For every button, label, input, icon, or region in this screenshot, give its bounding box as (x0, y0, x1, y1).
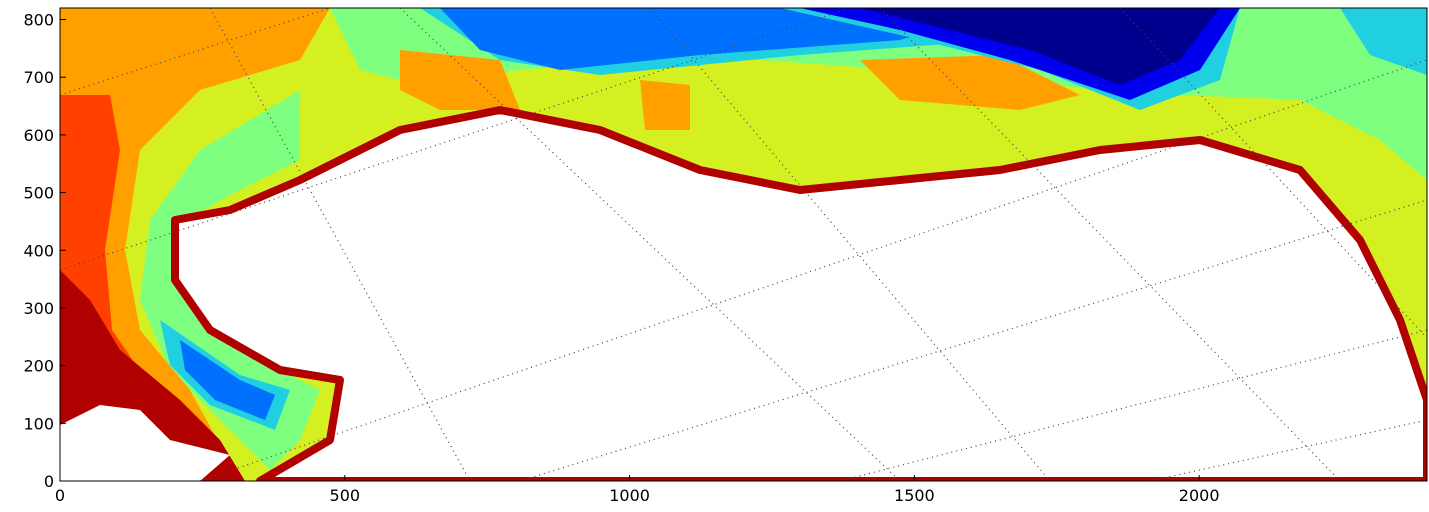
y-tick-label: 300 (23, 299, 54, 318)
y-tick-label: 100 (23, 414, 54, 433)
field-band (400, 50, 520, 110)
y-tick-label: 0 (44, 472, 54, 491)
x-tick-label: 500 (330, 486, 361, 505)
field-band (640, 80, 690, 130)
y-tick-label: 400 (23, 241, 54, 260)
y-tick-label: 800 (23, 11, 54, 30)
field-band (860, 8, 1220, 85)
x-tick-label: 2000 (1179, 486, 1220, 505)
x-tick-label: 1000 (609, 486, 650, 505)
plot-frame (59, 7, 1428, 482)
x-tick-label: 0 (55, 486, 65, 505)
contour-field (60, 8, 1427, 481)
y-tick-label: 700 (23, 68, 54, 87)
x-tick-label: 1500 (894, 486, 935, 505)
land (171, 106, 1427, 481)
y-tick-label: 600 (23, 126, 54, 145)
field-band (860, 55, 1080, 110)
land (60, 405, 230, 481)
y-tick-label: 200 (23, 357, 54, 376)
field-band (1340, 8, 1427, 75)
y-tick-label: 500 (23, 184, 54, 203)
field-band (180, 340, 275, 420)
